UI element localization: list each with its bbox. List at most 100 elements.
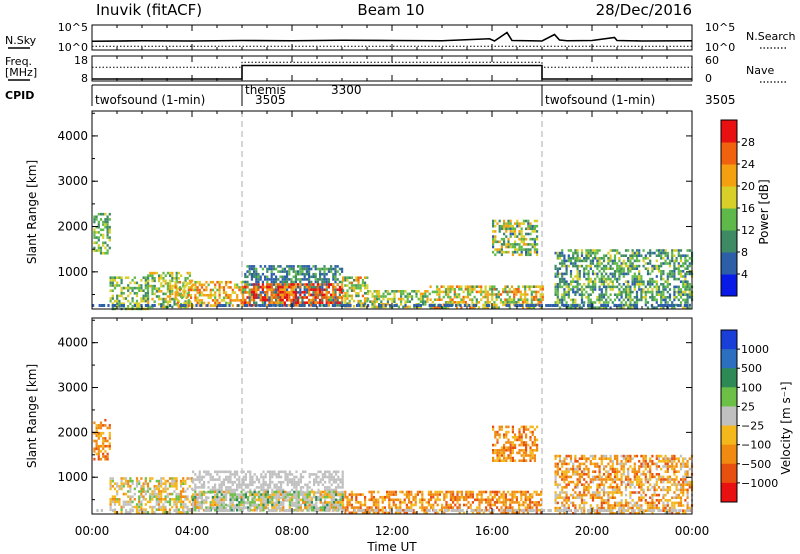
- heatmap-cell: [532, 298, 536, 301]
- heatmap-cell: [640, 254, 643, 257]
- heatmap-cell: [151, 290, 154, 293]
- heatmap-cell: [580, 306, 584, 309]
- heatmap-cell: [313, 478, 316, 481]
- heatmap-cell: [255, 291, 258, 294]
- heatmap-cell: [514, 222, 517, 225]
- heatmap-cell: [108, 228, 111, 232]
- heatmap-cell: [513, 495, 516, 499]
- heatmap-cell: [638, 277, 641, 281]
- heatmap-cell: [497, 290, 500, 294]
- heatmap-cell: [127, 511, 130, 514]
- heatmap-cell: [618, 264, 621, 268]
- heatmap-cell: [275, 490, 278, 494]
- heatmap-cell: [391, 300, 394, 303]
- heatmap-cell: [288, 490, 291, 494]
- heatmap-cell: [268, 298, 271, 302]
- heatmap-cell: [196, 493, 199, 496]
- heatmap-cell: [675, 290, 678, 294]
- heatmap-cell: [207, 506, 210, 509]
- heatmap-cell: [494, 235, 497, 238]
- heatmap-cell: [95, 249, 98, 252]
- heatmap-cell: [227, 296, 230, 300]
- heatmap-cell: [609, 285, 612, 289]
- heatmap-cell: [482, 306, 485, 309]
- heatmap-cell: [526, 301, 529, 304]
- heatmap-cell: [509, 219, 512, 223]
- heatmap-cell: [203, 493, 206, 496]
- heatmap-cell: [538, 304, 541, 307]
- heatmap-cell: [108, 246, 111, 250]
- heatmap-cell: [464, 295, 467, 299]
- heatmap-cell: [176, 304, 179, 307]
- heatmap-cell: [565, 259, 568, 263]
- heatmap-cell: [231, 483, 234, 487]
- heatmap-cell: [494, 459, 497, 462]
- heatmap-cell: [492, 219, 495, 223]
- heatmap-cell: [627, 298, 630, 302]
- heatmap-cell: [275, 283, 278, 286]
- heatmap-cell: [211, 299, 215, 302]
- heatmap-cell: [531, 501, 534, 504]
- heatmap-cell: [111, 477, 114, 480]
- heatmap-cell: [291, 483, 294, 487]
- heatmap-cell: [529, 243, 532, 246]
- heatmap-cell: [556, 454, 559, 458]
- heatmap-cell: [116, 302, 119, 305]
- heatmap-cell: [522, 222, 525, 225]
- heatmap-cell: [438, 493, 441, 496]
- heatmap-cell: [99, 450, 103, 453]
- heatmap-cell: [506, 290, 509, 294]
- heatmap-cell: [238, 493, 241, 496]
- heatmap-cell: [408, 498, 411, 502]
- heatmap-cell: [379, 495, 382, 499]
- heatmap-cell: [452, 493, 455, 496]
- heatmap-cell: [547, 304, 550, 307]
- heatmap-cell: [275, 493, 278, 497]
- heatmap-cell: [507, 222, 510, 225]
- heatmap-cell: [686, 306, 689, 309]
- heatmap-cell: [251, 480, 254, 484]
- heatmap-cell: [655, 293, 658, 296]
- heatmap-cell: [293, 493, 296, 497]
- heatmap-cell: [194, 286, 197, 289]
- heatmap-cell: [288, 285, 291, 289]
- heatmap-cell: [131, 482, 134, 485]
- heatmap-cell: [216, 280, 219, 284]
- cpid-name: themis: [245, 83, 286, 97]
- heatmap-cell: [516, 224, 519, 228]
- heatmap-cell: [587, 275, 590, 278]
- heatmap-cell: [361, 279, 364, 282]
- heatmap-cell: [524, 295, 527, 299]
- heatmap-cell: [617, 304, 620, 307]
- heatmap-cell: [200, 501, 203, 504]
- heatmap-cell: [677, 290, 680, 294]
- heatmap-cell: [330, 265, 333, 268]
- heatmap-cell: [216, 488, 219, 492]
- heatmap-cell: [364, 501, 367, 504]
- heatmap-cell: [567, 259, 570, 263]
- heatmap-cell: [323, 283, 326, 286]
- heatmap-cell: [578, 272, 581, 276]
- heatmap-cell: [254, 304, 257, 307]
- heatmap-cell: [662, 293, 665, 296]
- heatmap-cell: [558, 277, 562, 281]
- heatmap-cell: [288, 270, 291, 273]
- heatmap-cell: [673, 290, 676, 294]
- heatmap-cell: [506, 285, 509, 288]
- heatmap-cell: [246, 301, 249, 304]
- heatmap-cell: [149, 492, 152, 496]
- heatmap-cell: [383, 498, 386, 502]
- heatmap-cell: [255, 296, 258, 299]
- heatmap-cell: [357, 302, 360, 305]
- heatmap-cell: [292, 301, 295, 305]
- heatmap-cell: [631, 283, 634, 286]
- heatmap-cell: [358, 304, 361, 307]
- heatmap-cell: [186, 277, 189, 280]
- heatmap-cell: [367, 304, 370, 307]
- heatmap-cell: [124, 297, 128, 300]
- heatmap-cell: [177, 508, 180, 511]
- heatmap-cell: [97, 249, 100, 252]
- heatmap-cell: [627, 264, 630, 268]
- heatmap-cell: [502, 508, 505, 512]
